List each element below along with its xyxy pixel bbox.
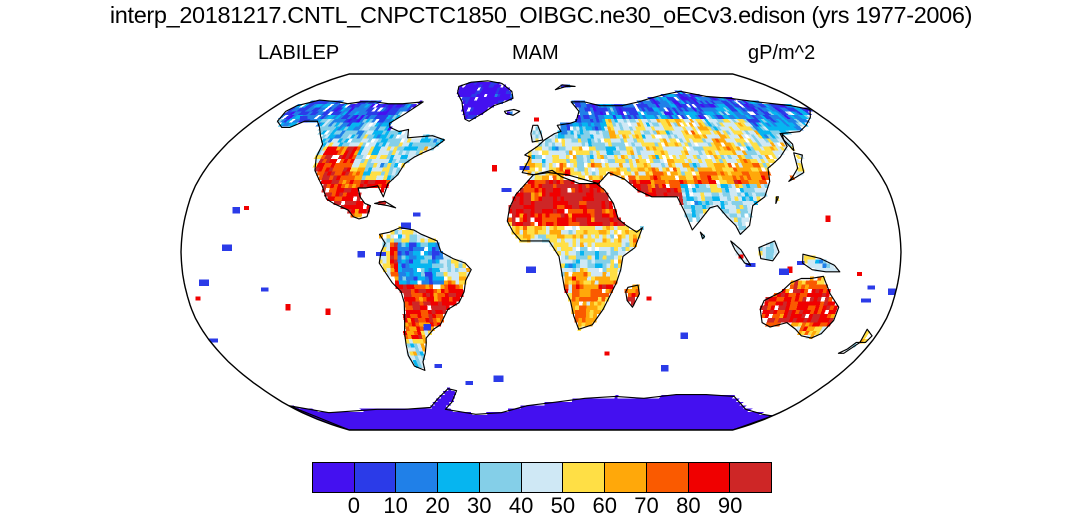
colorbar-cell-0[interactable] <box>313 463 355 492</box>
coastline-eurasia <box>521 90 811 235</box>
coastline-iceland <box>503 108 521 116</box>
colorbar-cell-5[interactable] <box>521 463 564 492</box>
coastline-japan <box>788 152 805 182</box>
colorbar-tick-10: 10 <box>383 493 408 518</box>
coastline-newguinea <box>802 253 841 273</box>
colorbar-tick-40: 40 <box>508 493 534 518</box>
colorbar-cell-6[interactable] <box>563 463 606 492</box>
colorbar-tick-30: 30 <box>467 493 492 518</box>
coastline-samerica <box>378 227 472 371</box>
colorbar-tick-70: 70 <box>634 493 659 518</box>
coastline-greenland <box>456 80 514 122</box>
map-canvas <box>180 73 902 431</box>
colorbar[interactable] <box>312 462 772 493</box>
coastline-africa <box>506 169 643 330</box>
colorbar-cells[interactable] <box>312 462 772 493</box>
map-frame-outline <box>180 73 902 431</box>
colorbar-tick-90: 90 <box>717 493 743 518</box>
coastline-cuba <box>374 200 397 209</box>
colorbar-tick-80: 80 <box>676 493 701 518</box>
colorbar-cell-10[interactable] <box>730 463 772 492</box>
coastline-srilanka <box>699 231 706 240</box>
colorbar-tick-50: 50 <box>550 493 576 518</box>
coastline-namerica <box>276 99 446 220</box>
world-map <box>180 62 902 442</box>
coastline-taiwan <box>775 196 779 205</box>
coastline-antarctica <box>288 388 773 430</box>
units-label: gP/m^2 <box>748 42 816 64</box>
coastline-sakhalin <box>781 133 795 152</box>
colorbar-tick-labels: 0 10 20 30 40 50 60 70 80 90 <box>312 494 772 520</box>
colorbar-cell-8[interactable] <box>646 463 689 492</box>
colorbar-tick-20: 20 <box>425 493 450 518</box>
colorbar-cell-2[interactable] <box>396 463 439 492</box>
coastline-madagascar <box>625 284 640 308</box>
coastline-nzealand <box>837 328 873 354</box>
page-title: interp_20181217.CNTL_CNPCTC1850_OIBGC.ne… <box>109 2 973 28</box>
season-label: MAM <box>512 42 559 64</box>
coastline-borneo <box>758 240 780 262</box>
colorbar-tick-0: 0 <box>347 493 360 518</box>
coastline-svalbard <box>554 84 576 91</box>
colorbar-cell-4[interactable] <box>479 463 522 492</box>
variable-label: LABILEP <box>258 42 340 64</box>
colorbar-cell-3[interactable] <box>438 463 480 492</box>
colorbar-tick-60: 60 <box>592 493 617 518</box>
coastline-sumatra <box>730 240 752 266</box>
coastline-australia <box>759 275 840 339</box>
colorbar-cell-7[interactable] <box>605 463 647 492</box>
coastline-layer <box>276 80 873 430</box>
coastline-britain <box>530 124 544 143</box>
colorbar-cell-1[interactable] <box>354 463 397 492</box>
colorbar-cell-9[interactable] <box>688 463 731 492</box>
